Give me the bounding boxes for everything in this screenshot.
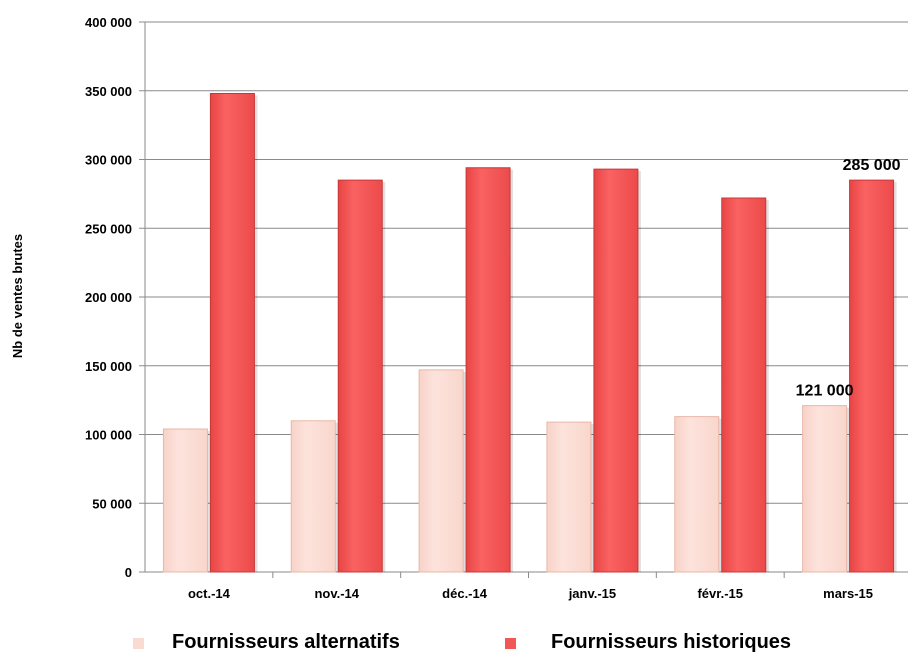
bar-alternatifs (802, 405, 848, 573)
gridlines (145, 21, 908, 504)
x-tick-label: déc.-14 (442, 586, 488, 601)
x-tick-label: oct.-14 (188, 586, 231, 601)
y-tick-label: 150 000 (85, 359, 132, 374)
tick-labels: 0 50 000 100 000 150 000 200 000 250 000 300 0… (85, 15, 901, 601)
legend-swatch (133, 638, 144, 649)
y-tick-label: 300 000 (85, 153, 132, 168)
bar-historiques (849, 179, 895, 573)
bar-alternatifs (418, 369, 464, 573)
bar-alternatifs (162, 428, 208, 573)
x-tick-label: févr.-15 (697, 586, 743, 601)
bar-historiques (465, 167, 511, 573)
y-tick-label: 0 (125, 565, 132, 580)
x-tick-label: janv.-15 (568, 586, 616, 601)
legend-swatch (505, 638, 516, 649)
bars (162, 93, 897, 573)
bar-alternatifs (674, 416, 720, 573)
y-tick-label: 250 000 (85, 221, 132, 236)
bar-alternatifs (546, 421, 592, 573)
bar-alternatifs (290, 420, 336, 573)
y-tick-label: 50 000 (92, 496, 132, 511)
data-label: 285 000 (843, 157, 901, 174)
x-tick-label: nov.-14 (314, 586, 359, 601)
bar-historiques (337, 179, 383, 573)
bar-historiques (721, 197, 767, 573)
axes (139, 21, 908, 578)
y-axis-label: Nb de ventes brutes (10, 234, 25, 358)
bar-historiques (593, 168, 639, 573)
legend: Fournisseurs alternatifs Fournisseurs his… (133, 631, 791, 653)
legend-label: Fournisseurs historiques (551, 631, 791, 653)
y-tick-label: 100 000 (85, 428, 132, 443)
bar-historiques (209, 93, 255, 573)
y-tick-label: 400 000 (85, 15, 132, 30)
data-label: 121 000 (796, 383, 854, 400)
x-tick-label: mars-15 (823, 586, 873, 601)
y-tick-label: 200 000 (85, 290, 132, 305)
y-tick-label: 350 000 (85, 84, 132, 99)
legend-label: Fournisseurs alternatifs (172, 631, 400, 653)
